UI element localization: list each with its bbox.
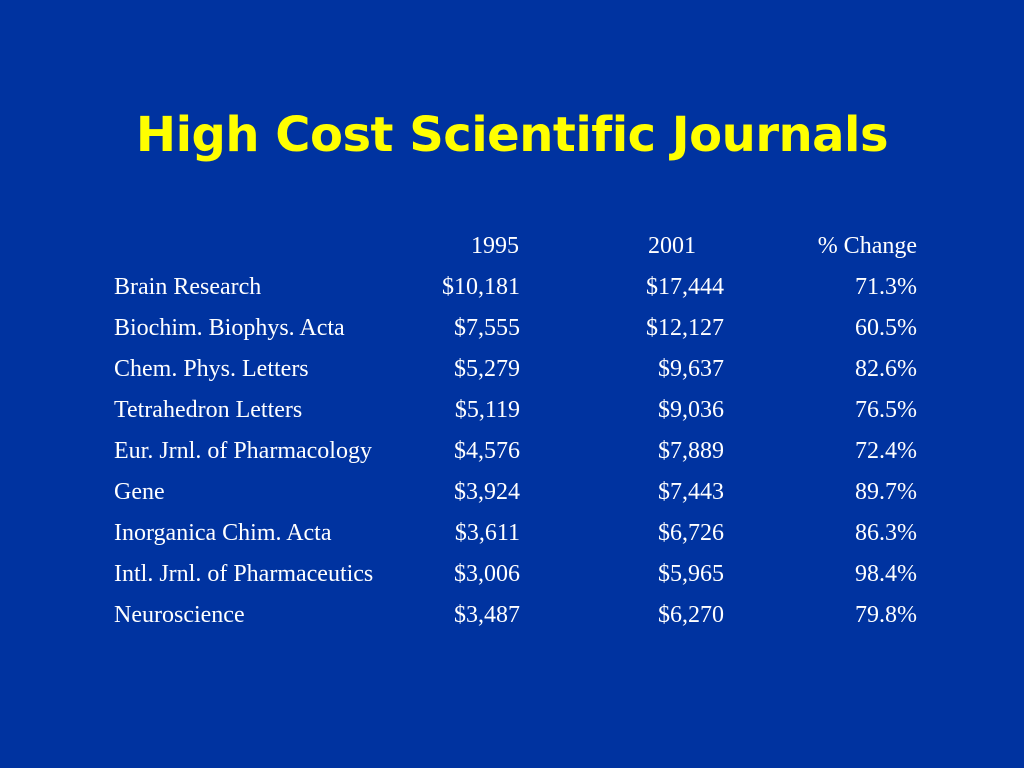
percent-change: 89.7% [855,479,917,505]
journal-name: Gene [114,479,165,505]
journal-name: Eur. Jrnl. of Pharmacology [114,438,372,464]
cost-1995: $3,611 [454,520,520,546]
journal-name: Brain Research [114,274,262,300]
table-row: Intl. Jrnl. of Pharmaceutics $3,006 $5,9… [108,554,917,595]
cost-2001: $9,036 [658,397,724,423]
cost-1995: $3,487 [454,602,520,628]
cost-2001: $6,270 [658,602,724,628]
table-row: Brain Research $10,181 $17,444 71.3% [108,267,917,308]
percent-change: 71.3% [855,274,917,300]
cost-2001: $9,637 [658,356,724,382]
table-row: Chem. Phys. Letters $5,279 $9,637 82.6% [108,349,917,390]
cost-2001: $7,889 [658,438,724,464]
percent-change: 60.5% [855,315,917,341]
cost-1995: $7,555 [454,315,520,341]
percent-change: 72.4% [855,438,917,464]
journal-name: Neuroscience [114,602,245,628]
percent-change: 79.8% [855,602,917,628]
journal-name: Chem. Phys. Letters [114,356,309,382]
slide-title: High Cost Scientific Journals [135,107,889,163]
cost-2001: $5,965 [658,561,724,587]
journal-cost-table: 1995 2001 % Change Brain Research $10,18… [108,226,917,636]
journal-name: Tetrahedron Letters [114,397,303,423]
percent-change: 76.5% [855,397,917,423]
journal-name: Inorganica Chim. Acta [114,520,332,546]
cost-2001: $12,127 [646,315,724,341]
cost-1995: $3,924 [454,479,520,505]
header-2001: 2001 [648,233,696,259]
table-row: Tetrahedron Letters $5,119 $9,036 76.5% [108,390,917,431]
cost-1995: $10,181 [442,274,520,300]
cost-1995: $5,119 [454,397,520,423]
percent-change: 98.4% [855,561,917,587]
table-header-row: 1995 2001 % Change [108,226,917,267]
table-row: Eur. Jrnl. of Pharmacology $4,576 $7,889… [108,431,917,472]
table-row: Inorganica Chim. Acta $3,611 $6,726 86.3… [108,513,917,554]
cost-2001: $6,726 [658,520,724,546]
cost-1995: $5,279 [454,356,520,382]
table-row: Neuroscience $3,487 $6,270 79.8% [108,595,917,636]
cost-2001: $17,444 [646,274,724,300]
table-row: Gene $3,924 $7,443 89.7% [108,472,917,513]
header-percent-change: % Change [817,233,917,259]
cost-2001: $7,443 [658,479,724,505]
cost-1995: $4,576 [454,438,520,464]
header-journal [108,226,420,267]
percent-change: 82.6% [855,356,917,382]
table-row: Biochim. Biophys. Acta $7,555 $12,127 60… [108,308,917,349]
cost-1995: $3,006 [454,561,520,587]
header-1995: 1995 [471,233,519,259]
journal-name: Intl. Jrnl. of Pharmaceutics [114,561,374,587]
journal-name: Biochim. Biophys. Acta [114,315,345,341]
percent-change: 86.3% [855,520,917,546]
